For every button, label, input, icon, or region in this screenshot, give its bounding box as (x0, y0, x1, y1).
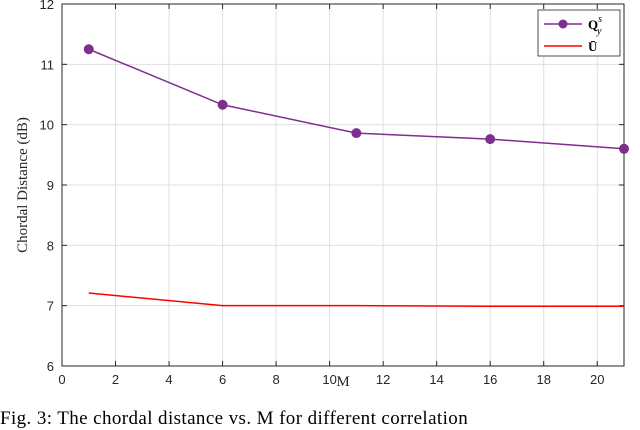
x-tick-label: 2 (112, 372, 119, 387)
y-tick-label: 6 (47, 359, 54, 374)
legend-label-qys-sub: y (596, 26, 602, 37)
x-tick-label: 20 (590, 372, 604, 387)
data-point-0 (217, 99, 228, 110)
y-tick-label: 8 (47, 238, 54, 253)
x-tick-label: 16 (483, 372, 497, 387)
legend-label-qys: Qs y (588, 14, 602, 37)
legend-marker-qys (558, 19, 568, 29)
legend-label-qys-sup: s (598, 14, 602, 25)
y-axis-label: Chordal Distance (dB) (15, 117, 31, 253)
x-tick-label: 18 (536, 372, 550, 387)
legend-label-ubar: Ū (588, 39, 598, 54)
data-point-0 (485, 134, 496, 145)
figure-caption: Fig. 3: The chordal distance vs. M for d… (0, 408, 640, 430)
x-tick-label: 4 (165, 372, 172, 387)
y-tick-label: 11 (41, 57, 55, 72)
data-point-0 (619, 143, 629, 154)
legend-box (537, 9, 621, 57)
y-tick-label: 9 (47, 178, 54, 193)
grid (61, 3, 624, 367)
axis-ticks: 0 2 4 6 8 10 12 14 16 18 20 6 7 8 9 10 11 12 (40, 0, 624, 387)
x-tick-label: 10 (322, 372, 336, 387)
caption-text: Fig. 3: The chordal distance vs. M for d… (0, 408, 469, 429)
y-tick-label: 7 (47, 299, 54, 314)
x-tick-label: 0 (58, 372, 65, 387)
y-tick-label: 12 (40, 0, 54, 12)
x-tick-label: 12 (376, 372, 390, 387)
legend: Qs y Ū (537, 9, 621, 57)
x-tick-label: 6 (219, 372, 226, 387)
x-axis-label: M (336, 374, 349, 390)
x-tick-label: 14 (429, 372, 443, 387)
data-point-0 (351, 128, 362, 139)
legend-label-qys-base: Q (588, 17, 598, 32)
series-line-1 (88, 292, 624, 308)
data-point-0 (83, 44, 94, 55)
series (83, 44, 629, 308)
x-tick-label: 8 (272, 372, 279, 387)
y-tick-label: 10 (40, 118, 54, 133)
